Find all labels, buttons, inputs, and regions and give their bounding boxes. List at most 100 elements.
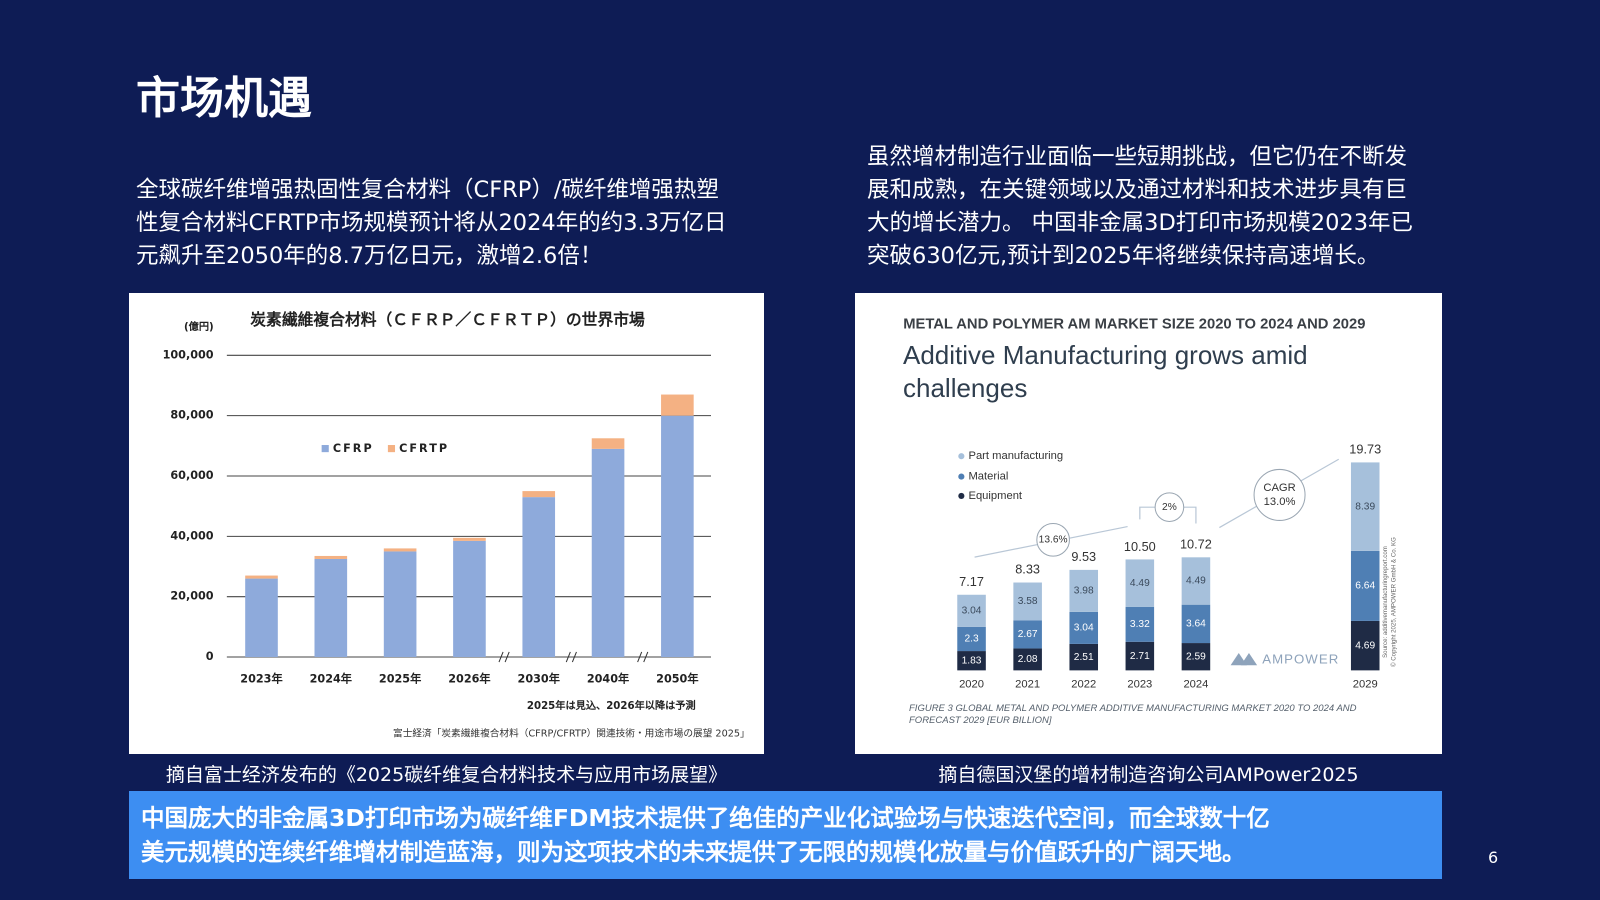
bar-segment <box>1013 582 1042 621</box>
chart-panel: METAL AND POLYMER AM MARKET SIZE 2020 TO… <box>855 293 1442 754</box>
x-tick-label: 2026年 <box>448 671 490 685</box>
bar-segment <box>1069 611 1099 644</box>
total-label: 10.72 <box>1180 536 1212 551</box>
bar-segment <box>314 558 348 658</box>
y-tick-label: 100,000 <box>163 348 214 361</box>
segment-label: 2.71 <box>1130 651 1150 662</box>
chart-title: Additive Manufacturing grows amid challe… <box>903 339 1308 405</box>
source-note: Source: additivemanufacturingreport.com <box>1382 546 1389 658</box>
chart-title: 炭素繊維複合材料（ＣＦＲＰ／ＣＦＲＴＰ）の世界市場 <box>250 310 645 329</box>
bar-segment <box>1013 620 1042 649</box>
bar-segment <box>957 651 986 671</box>
segment-label: 4.49 <box>1186 576 1206 587</box>
axis-break <box>504 651 510 663</box>
legend-label: CFRTP <box>399 442 449 455</box>
text-line: 全球碳纤维增强热固性复合材料（CFRP）/碳纤维增强热塑 <box>136 177 719 203</box>
bar-segment <box>1125 559 1155 607</box>
x-tick-label: 2023 <box>1127 679 1152 691</box>
chart-subtitle: METAL AND POLYMER AM MARKET SIZE 2020 TO… <box>903 317 1365 333</box>
bar-segment <box>661 415 694 658</box>
logo-icon <box>1230 653 1247 666</box>
legend-dot <box>958 473 965 480</box>
bar-segment <box>1350 462 1380 551</box>
bar-segment <box>522 497 556 658</box>
total-label: 19.73 <box>1349 441 1381 456</box>
figure-caption: FIGURE 3 GLOBAL METAL AND POLYMER ADDITI… <box>909 703 1357 727</box>
y-tick-label: 80,000 <box>170 409 213 422</box>
y-tick-label: 40,000 <box>170 529 213 542</box>
segment-label: 6.64 <box>1355 581 1375 592</box>
text-line: 性复合材料CFRTP市场规模预计将从2024年的约3.3万亿日 <box>136 210 727 236</box>
segment-label: 3.32 <box>1130 619 1150 630</box>
banner-line: 美元规模的连续纤维增材制造蓝海，则为这项技术的未来提供了无限的规模化放量与价值跃… <box>141 838 1246 866</box>
segment-label: 2.51 <box>1074 652 1094 663</box>
chart-panel: 炭素繊維複合材料（ＣＦＲＰ／ＣＦＲＴＰ）の世界市場 (億円) 0 20,000 40,0… <box>129 293 764 754</box>
annotation-circle <box>1036 522 1070 557</box>
logo-text: AMPOWER <box>1262 652 1339 667</box>
legend-dot <box>958 453 965 460</box>
bar-segment <box>1350 550 1380 621</box>
title-line: Additive Manufacturing grows amid <box>903 340 1308 370</box>
bar-segment <box>591 438 625 449</box>
left-caption: 摘自富士经济发布的《2025碳纤维复合材料技术与应用市场展望》 <box>165 764 728 786</box>
legend-label: CFRP <box>333 442 374 455</box>
chart-source: 富士経済「炭素繊維複合材料（CFRP/CFRTP）関連技術・用途市場の展望 20… <box>393 726 750 739</box>
total-label: 9.53 <box>1071 549 1096 564</box>
bar-segment <box>453 537 486 541</box>
axis-break <box>643 651 649 663</box>
x-tick-label: 2020 <box>959 679 984 691</box>
bar-segment <box>1069 569 1099 612</box>
bar-segment <box>245 578 278 658</box>
annotation-circle <box>1154 492 1185 522</box>
total-label: 8.33 <box>1015 562 1040 577</box>
left-text: 全球碳纤维增强热固性复合材料（CFRP）/碳纤维增强热塑 性复合材料CFRTP市… <box>136 174 727 273</box>
caption-line: FORECAST 2029 [EUR BILLION] <box>909 715 1052 726</box>
bar-segment <box>1350 620 1380 671</box>
y-axis-label: (億円) <box>184 320 214 333</box>
total-label: 7.17 <box>959 574 984 589</box>
y-tick-label: 20,000 <box>170 590 213 603</box>
x-tick-label: 2050年 <box>656 671 698 685</box>
y-tick-label: 0 <box>206 650 214 663</box>
legend-label: Part manufacturing <box>968 450 1063 462</box>
bar-segment <box>383 551 417 658</box>
segment-label: 3.58 <box>1018 596 1038 607</box>
right-caption: 摘自德国汉堡的增材制造咨询公司AMPower2025 <box>938 764 1359 786</box>
axis-break <box>637 651 643 663</box>
logo-icon <box>1240 653 1258 666</box>
axis-break <box>498 651 504 663</box>
annotation-circle <box>1253 468 1306 521</box>
segment-label: 3.04 <box>1074 623 1094 634</box>
bar-segment <box>383 548 417 552</box>
axis-break <box>571 651 577 663</box>
segment-label: 3.04 <box>962 605 982 616</box>
segment-label: 2.59 <box>1186 651 1206 662</box>
bar-segment <box>1125 641 1155 671</box>
bar-segment <box>314 555 348 559</box>
segment-label: 8.39 <box>1355 501 1375 512</box>
segment-label: 2.3 <box>964 634 978 645</box>
slide-title: 市场机遇 <box>136 73 312 124</box>
chart: METAL AND POLYMER AM MARKET SIZE 2020 TO… <box>903 317 1397 691</box>
bar-segment <box>591 448 625 658</box>
bar-segment <box>1013 648 1042 671</box>
x-tick-label: 2021 <box>1015 679 1040 691</box>
segment-label: 2.67 <box>1018 629 1038 640</box>
x-tick-label: 2022 <box>1071 679 1096 691</box>
segment-label: 1.83 <box>962 655 982 666</box>
right-text: 虽然增材制造行业面临一些短期挑战，但它仍在不断发 展和成熟，在关键领域以及通过材… <box>867 141 1413 273</box>
bar-segment <box>522 491 556 498</box>
text-line: 元飙升至2050年的8.7万亿日元，激增2.6倍！ <box>136 243 603 269</box>
legend-swatch <box>321 445 329 453</box>
axis-break <box>565 651 571 663</box>
bar-segment <box>453 540 486 658</box>
bar-segment <box>1181 557 1211 605</box>
segment-label: 2.08 <box>1018 654 1038 665</box>
bar-segment <box>957 626 986 652</box>
bar-segment <box>1125 606 1155 642</box>
x-tick-label: 2024年 <box>310 671 352 685</box>
segment-label: 4.49 <box>1130 578 1150 589</box>
segment-label: 3.98 <box>1074 586 1094 597</box>
chart-note: 2025年は見込、2026年以降は予測 <box>527 699 696 712</box>
